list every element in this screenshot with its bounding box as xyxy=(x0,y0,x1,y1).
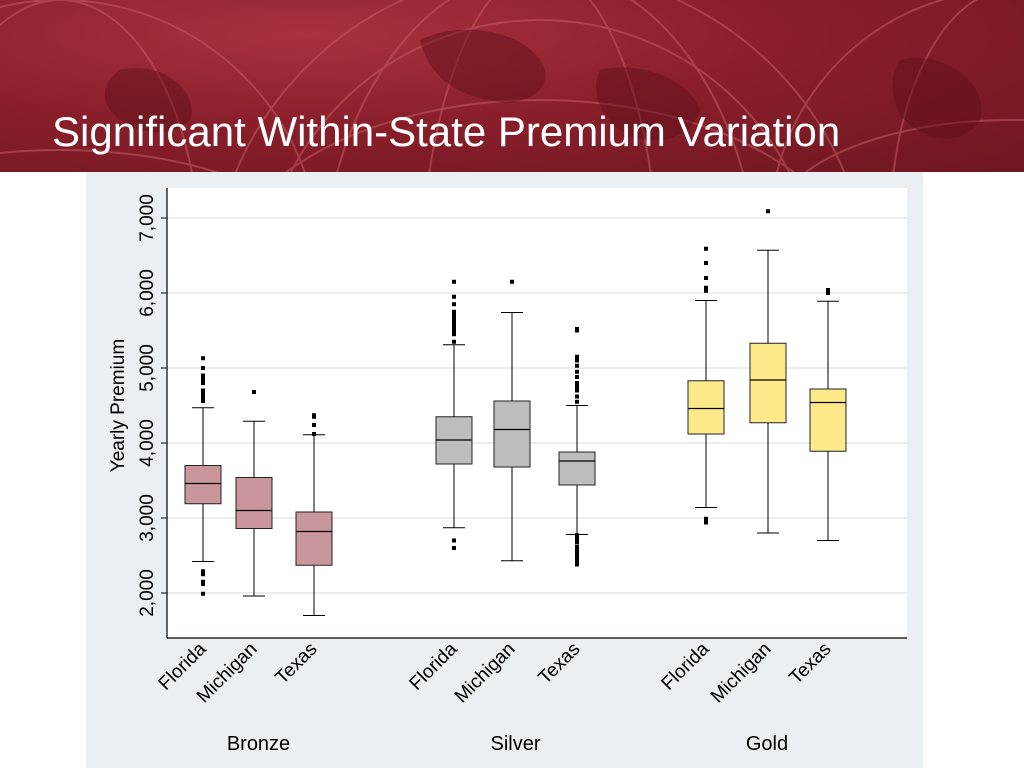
outlier-point xyxy=(201,377,205,382)
outlier-point xyxy=(312,423,316,427)
outlier-point xyxy=(575,327,579,331)
box-plot-chart: 2,000 3,000 4,000 5,000 6,000 7,000 Yearly Pre… xyxy=(108,188,907,755)
plot-area xyxy=(167,188,907,638)
outlier-point xyxy=(704,520,708,525)
outlier-point xyxy=(826,288,830,292)
outlier-point xyxy=(201,366,205,370)
outlier-point xyxy=(201,591,205,596)
box-silver-texas xyxy=(558,451,596,486)
y-tick-label: 2,000 xyxy=(137,569,158,617)
outlier-point xyxy=(201,396,205,400)
box-bronze-michigan xyxy=(235,477,273,529)
box-silver-michigan xyxy=(493,400,531,468)
outlier-point xyxy=(575,540,579,544)
outlier-point xyxy=(452,321,456,325)
outlier-point xyxy=(510,279,514,284)
outlier-point xyxy=(704,276,708,280)
y-tick-label: 6,000 xyxy=(137,269,158,317)
outlier-point xyxy=(452,324,456,329)
outlier-point xyxy=(201,381,205,385)
box-gold-florida xyxy=(687,380,725,435)
outlier-point xyxy=(704,246,708,251)
outlier-point xyxy=(452,317,456,322)
header-banner: Significant Within-State Premium Variati… xyxy=(0,0,1024,172)
y-tick-label: 4,000 xyxy=(137,419,158,467)
outlier-point xyxy=(575,536,579,541)
outlier-point xyxy=(704,261,708,265)
group-label-silver: Silver xyxy=(490,733,540,755)
x-tick-label: Michigan xyxy=(707,639,776,708)
slide-title: Significant Within-State Premium Variati… xyxy=(52,108,841,155)
outlier-point xyxy=(575,375,579,379)
outlier-point xyxy=(575,388,579,393)
outlier-point xyxy=(201,373,205,378)
y-tick-label: 3,000 xyxy=(137,494,158,542)
x-tick-label: Florida xyxy=(406,638,462,694)
outlier-point xyxy=(201,399,205,403)
outlier-point xyxy=(575,544,579,549)
box-gold-michigan xyxy=(749,342,787,424)
x-tick-label: Texas xyxy=(786,639,836,689)
group-label-gold: Gold xyxy=(746,733,788,755)
outlier-point xyxy=(201,392,205,397)
outlier-point xyxy=(766,209,770,214)
outlier-point xyxy=(704,516,708,521)
outlier-point xyxy=(575,394,579,399)
outlier-point xyxy=(201,582,205,586)
chart-panel: 2,000 3,000 4,000 5,000 6,000 7,000 Yearly Pre… xyxy=(86,172,923,768)
outlier-point xyxy=(575,533,579,538)
box-bronze-texas xyxy=(295,511,333,566)
outlier-point xyxy=(312,432,316,436)
outlier-point xyxy=(201,569,205,574)
outlier-point xyxy=(575,562,579,567)
outlier-point xyxy=(201,356,205,361)
outlier-point xyxy=(575,548,579,553)
outlier-point xyxy=(452,302,456,307)
outlier-point xyxy=(704,288,708,293)
outlier-point xyxy=(575,381,579,385)
outlier-point xyxy=(452,279,456,284)
outlier-point xyxy=(704,285,708,290)
outlier-point xyxy=(575,555,579,560)
y-tick-label: 7,000 xyxy=(137,194,158,242)
outlier-point xyxy=(452,332,456,337)
x-tick-label: Michigan xyxy=(451,639,520,708)
outlier-point xyxy=(452,546,456,550)
outlier-point xyxy=(575,384,579,389)
x-tick-label: Florida xyxy=(658,638,714,694)
outlier-point xyxy=(452,328,456,333)
outlier-point xyxy=(575,559,579,564)
outlier-point xyxy=(452,538,456,543)
outlier-point xyxy=(201,388,205,393)
outlier-point xyxy=(201,572,205,577)
outlier-point xyxy=(312,413,316,418)
globe-graphic xyxy=(0,0,1024,172)
outlier-point xyxy=(452,339,456,344)
outlier-point xyxy=(452,313,456,318)
outlier-point xyxy=(201,579,205,584)
box-bronze-florida xyxy=(184,465,222,505)
outlier-point xyxy=(575,552,579,556)
outlier-point xyxy=(575,369,579,374)
x-tick-label: Texas xyxy=(272,639,322,689)
box-gold-texas xyxy=(809,388,847,452)
outlier-point xyxy=(252,390,256,394)
y-axis-label: Yearly Premium xyxy=(108,339,129,472)
outlier-point xyxy=(575,358,579,363)
outlier-point xyxy=(575,354,579,359)
y-tick-label: 5,000 xyxy=(137,344,158,392)
x-tick-label: Texas xyxy=(535,639,585,689)
outlier-point xyxy=(452,294,456,299)
outlier-point xyxy=(575,399,579,404)
outlier-point xyxy=(575,363,579,368)
outlier-point xyxy=(452,309,456,314)
group-label-bronze: Bronze xyxy=(227,733,290,755)
